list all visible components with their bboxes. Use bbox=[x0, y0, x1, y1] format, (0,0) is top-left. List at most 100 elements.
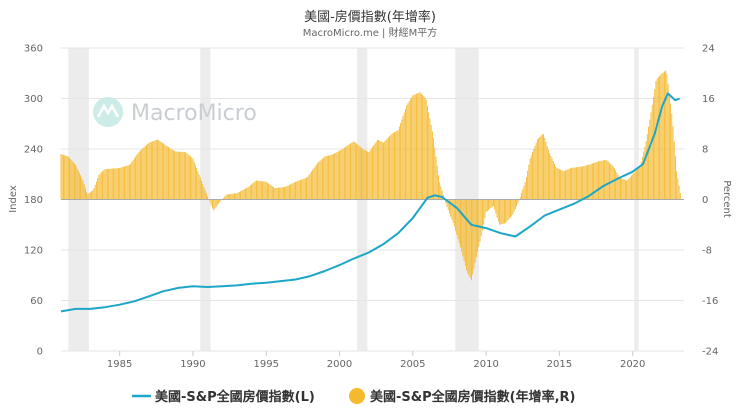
yoy-bar-226 bbox=[336, 152, 338, 200]
yoy-bar-383 bbox=[528, 164, 530, 200]
index-line bbox=[60, 92, 680, 313]
x-tick-2005: 2005 bbox=[400, 359, 425, 370]
yoy-bar-99 bbox=[181, 151, 183, 200]
yoy-bar-490 bbox=[659, 75, 661, 200]
legend-label-yoy: 美國-S&P全國房價指數(年增率,R) bbox=[370, 389, 575, 405]
yoy-bar-386 bbox=[532, 152, 533, 200]
yoy-bar-308 bbox=[436, 165, 438, 200]
yoy-bar-411 bbox=[562, 170, 564, 200]
yoy-bar-108 bbox=[192, 158, 194, 200]
yoy-bar-139 bbox=[230, 193, 232, 200]
legend-item-index[interactable]: 美國-S&P全國房價指數(L) bbox=[132, 389, 315, 405]
yoy-bar-179 bbox=[279, 187, 281, 200]
yoy-bar-156 bbox=[251, 184, 253, 200]
yoy-bar-239 bbox=[352, 142, 354, 200]
yoy-bar-250 bbox=[365, 150, 367, 200]
yoy-bar-214 bbox=[321, 158, 323, 200]
yoy-bar-505 bbox=[677, 178, 679, 200]
yoy-bar-315 bbox=[445, 199, 447, 204]
yoy-bar-3 bbox=[64, 155, 66, 200]
yoy-bar-364 bbox=[505, 199, 507, 223]
yoy-bar-337 bbox=[472, 199, 474, 275]
yoy-bar-22 bbox=[87, 194, 89, 200]
yoy-bar-116 bbox=[202, 183, 204, 200]
yoy-bar-377 bbox=[521, 193, 522, 200]
yoy-bar-54 bbox=[126, 165, 128, 200]
yoy-bar-13 bbox=[76, 167, 78, 200]
yoy-bar-373 bbox=[516, 199, 518, 207]
yoy-bar-155 bbox=[249, 185, 251, 200]
yoy-bar-83 bbox=[161, 142, 163, 200]
yoy-bar-101 bbox=[183, 152, 185, 200]
yoy-bar-366 bbox=[507, 199, 509, 221]
yoy-bar-363 bbox=[503, 199, 505, 224]
y-axis-left-label: Index bbox=[8, 185, 19, 213]
yoy-bar-199 bbox=[303, 178, 305, 200]
yoy-bar-472 bbox=[637, 169, 639, 200]
yoy-bar-69 bbox=[144, 146, 146, 200]
yoy-bar-458 bbox=[620, 177, 621, 200]
yoy-bar-442 bbox=[600, 160, 602, 200]
yoy-bar-466 bbox=[629, 176, 631, 200]
yoy-bar-177 bbox=[276, 187, 278, 200]
yoy-bar-94 bbox=[175, 151, 177, 200]
yoy-bar-281 bbox=[403, 112, 405, 200]
yoy-bar-274 bbox=[395, 131, 397, 200]
yoy-bar-493 bbox=[662, 72, 664, 200]
yoy-bar-80 bbox=[158, 140, 160, 200]
yoy-bar-293 bbox=[418, 92, 420, 200]
yoy-bar-190 bbox=[292, 183, 294, 200]
yoy-bar-330 bbox=[463, 199, 465, 262]
yoy-bar-254 bbox=[370, 148, 372, 200]
yoy-bar-8 bbox=[70, 159, 72, 200]
yoy-bar-376 bbox=[519, 196, 521, 200]
yoy-bar-222 bbox=[331, 154, 333, 200]
yoy-bar-467 bbox=[631, 175, 632, 200]
yoy-bar-295 bbox=[420, 93, 422, 200]
yoy-bar-340 bbox=[475, 199, 477, 258]
yoy-bar-113 bbox=[198, 174, 200, 200]
yoy-bar-123 bbox=[210, 199, 212, 206]
yoy-bar-151 bbox=[245, 188, 246, 200]
yoy-bar-323 bbox=[455, 199, 457, 231]
yoy-bar-327 bbox=[460, 199, 461, 248]
yoy-bar-440 bbox=[598, 161, 599, 200]
x-tick-1995: 1995 bbox=[253, 359, 278, 370]
yoy-bar-59 bbox=[132, 160, 134, 200]
yoy-bar-36 bbox=[104, 169, 106, 200]
yoy-bar-98 bbox=[180, 151, 182, 200]
yoy-bar-261 bbox=[379, 140, 381, 200]
yoy-bar-166 bbox=[263, 181, 265, 200]
yoy-bar-178 bbox=[277, 187, 279, 200]
yoy-bar-20 bbox=[84, 188, 86, 200]
yoy-bar-28 bbox=[94, 184, 96, 200]
yoy-bar-446 bbox=[605, 159, 607, 200]
yoy-bar-68 bbox=[143, 147, 145, 200]
legend-item-yoy[interactable]: 美國-S&P全國房價指數(年增率,R) bbox=[349, 388, 575, 405]
yoy-bar-110 bbox=[194, 164, 196, 200]
yoy-bar-428 bbox=[583, 166, 585, 200]
yoy-bar-288 bbox=[412, 95, 414, 200]
yoy-bar-388 bbox=[534, 145, 536, 200]
yoy-bar-354 bbox=[492, 199, 494, 206]
yoy-bar-60 bbox=[133, 158, 135, 200]
yoy-bar-378 bbox=[522, 189, 524, 200]
x-axis: 1985 1990 1995 2000 2005 2010 2015 2020 bbox=[107, 351, 645, 370]
y-left-tick-0: 0 bbox=[37, 347, 43, 358]
yoy-bar-5 bbox=[66, 156, 68, 200]
yoy-bar-137 bbox=[227, 194, 229, 200]
yoy-bar-170 bbox=[268, 183, 270, 200]
yoy-bar-478 bbox=[644, 146, 646, 200]
yoy-bar-423 bbox=[577, 167, 579, 200]
yoy-bar-457 bbox=[618, 176, 620, 200]
yoy-bar-33 bbox=[100, 172, 102, 200]
yoy-bar-437 bbox=[594, 162, 596, 200]
yoy-bar-203 bbox=[308, 174, 310, 200]
yoy-bar-391 bbox=[538, 138, 540, 200]
yoy-bar-38 bbox=[106, 168, 108, 200]
yoy-bar-346 bbox=[483, 199, 485, 225]
yoy-bar-269 bbox=[389, 136, 391, 200]
yoy-bar-231 bbox=[342, 148, 344, 200]
yoy-bar-90 bbox=[170, 148, 172, 200]
